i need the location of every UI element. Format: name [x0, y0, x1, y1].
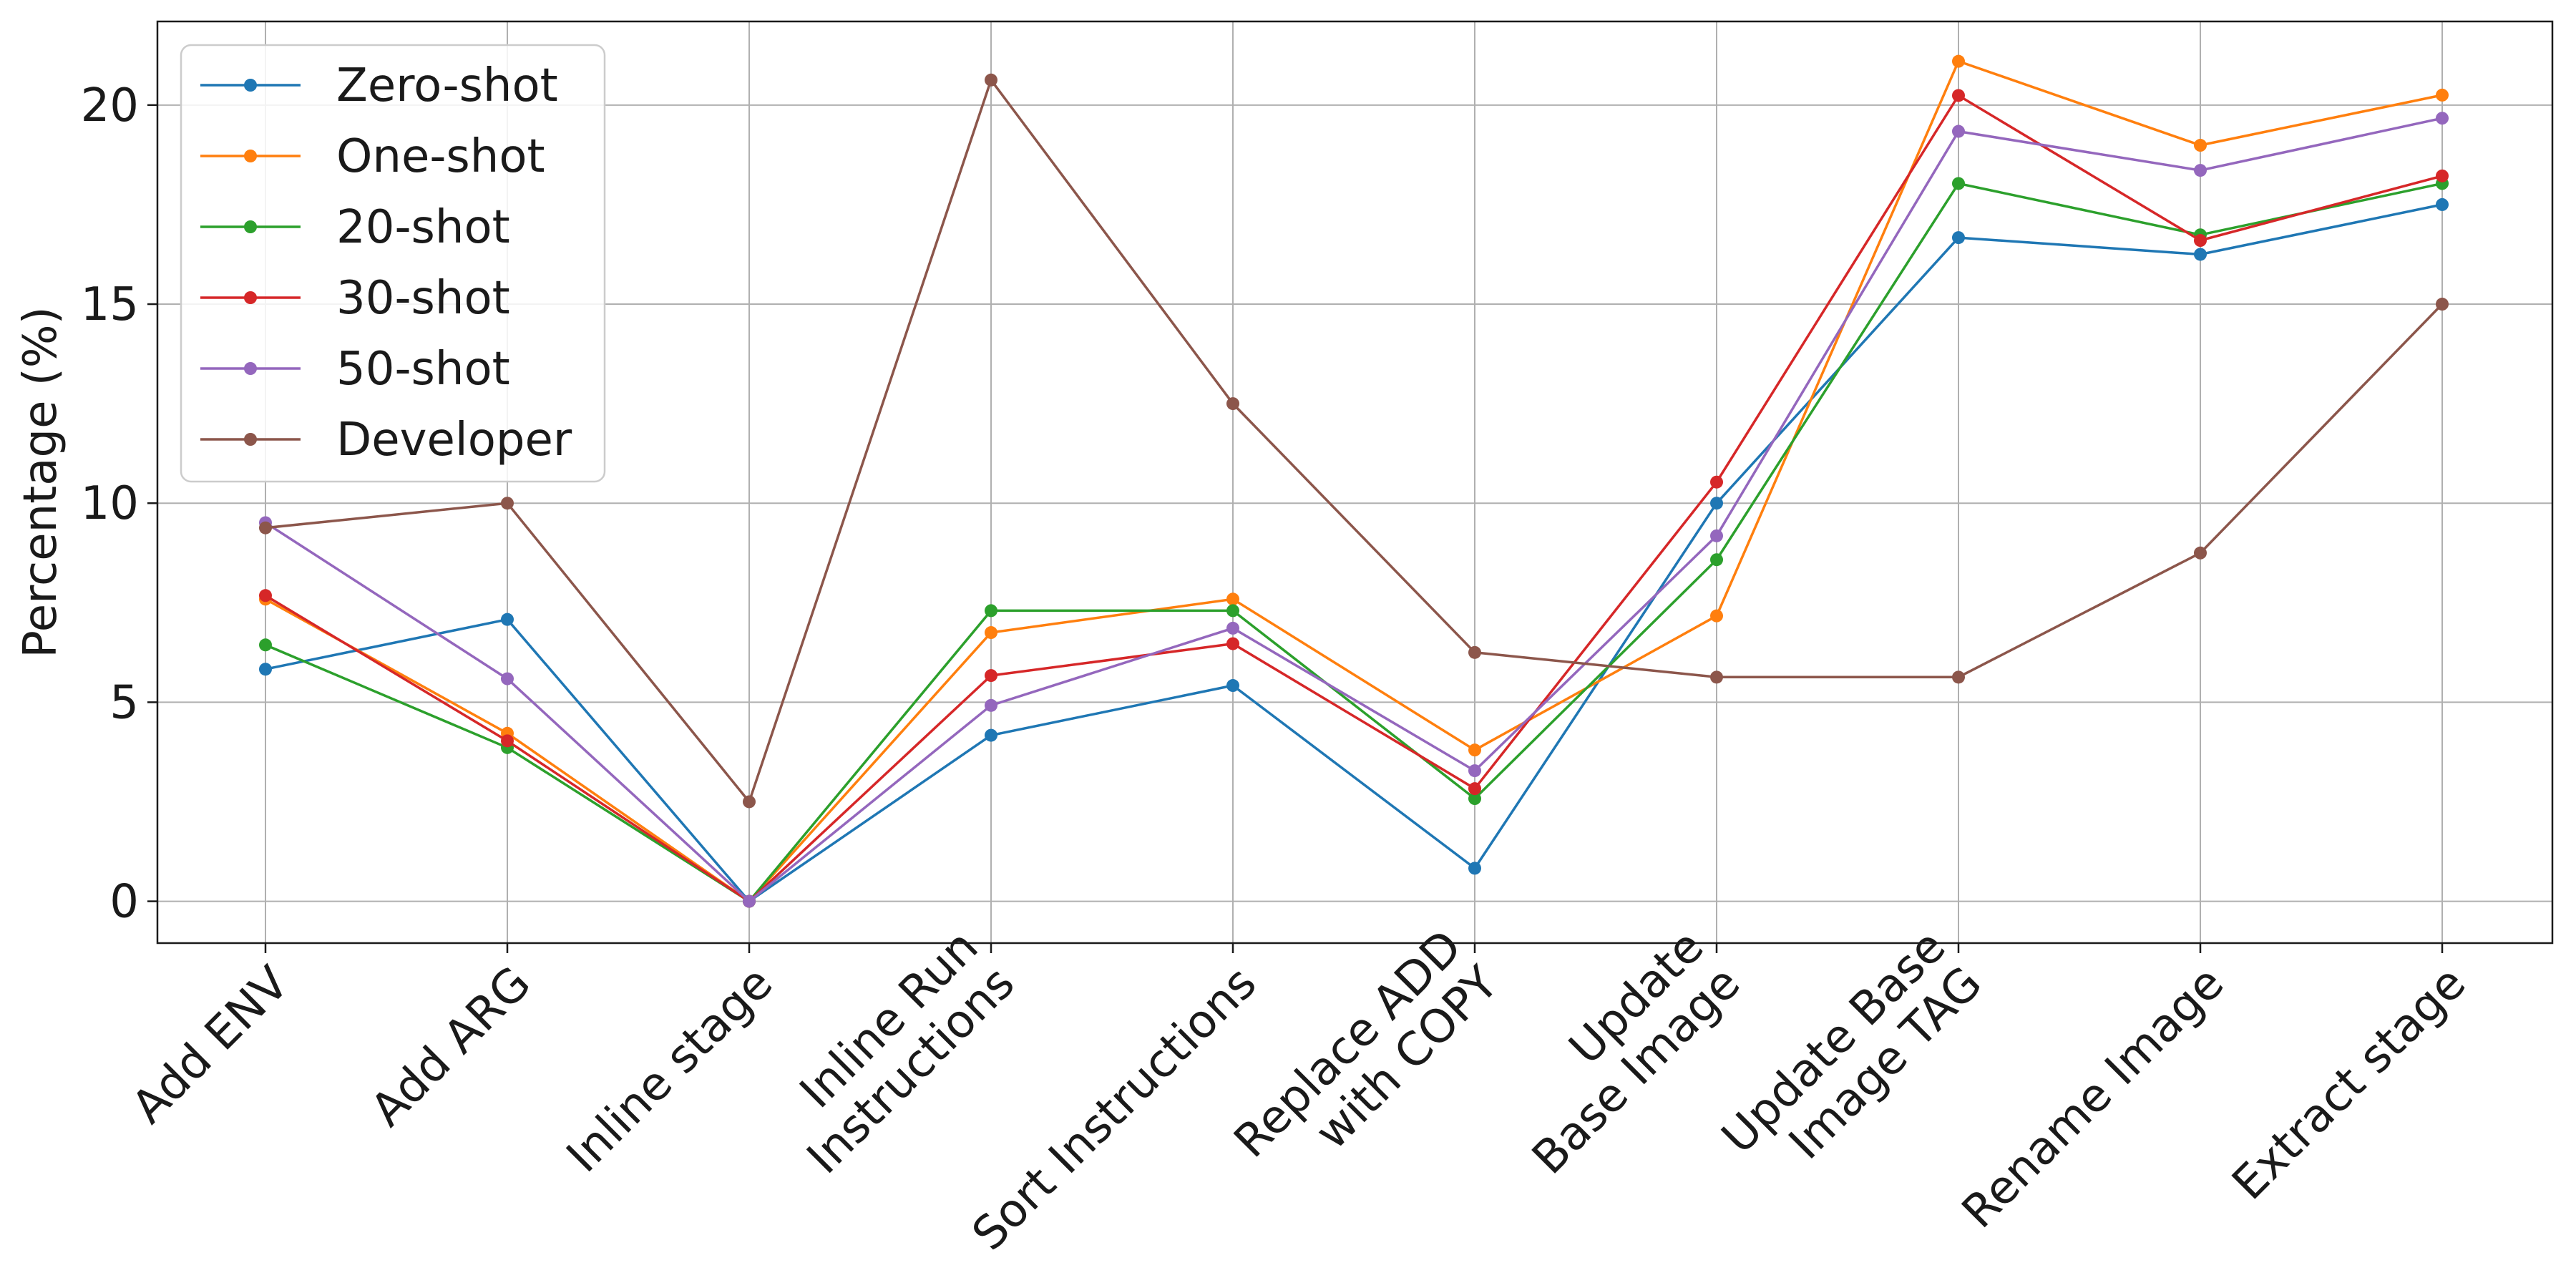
- legend-swatch-marker: [244, 433, 257, 446]
- data-point-one-shot: [1952, 54, 1965, 68]
- data-point-20-shot: [1710, 553, 1723, 567]
- series-line-20-shot: [265, 182, 2443, 903]
- legend: Zero-shot One-shot 20-shot 30-shot 50-shot De…: [180, 44, 606, 483]
- legend-label: 20-shot: [336, 201, 510, 254]
- data-point-30-shot: [2436, 169, 2449, 182]
- legend-swatch-marker: [244, 362, 257, 375]
- data-point-30-shot: [1226, 637, 1239, 650]
- legend-item-zero-shot: Zero-shot: [200, 59, 558, 112]
- data-point-20-shot: [1226, 604, 1239, 618]
- data-point-one-shot: [1710, 609, 1723, 623]
- data-point-developer: [743, 795, 756, 809]
- legend-box: [180, 44, 606, 483]
- data-point-20-shot: [985, 604, 997, 618]
- data-point-30-shot: [501, 734, 514, 748]
- legend-item-developer: Developer: [200, 414, 572, 467]
- series-line-50-shot: [265, 117, 2443, 903]
- data-point-developer: [1468, 645, 1481, 659]
- data-point-20-shot: [1952, 177, 1965, 190]
- series-50-shot: [259, 112, 2449, 908]
- legend-label: Zero-shot: [336, 59, 558, 112]
- data-point-developer: [2194, 546, 2207, 560]
- data-point-one-shot: [985, 626, 997, 640]
- data-point-50-shot: [985, 698, 997, 712]
- data-point-50-shot: [1710, 529, 1723, 542]
- data-point-one-shot: [2436, 88, 2449, 102]
- data-point-50-shot: [501, 672, 514, 686]
- data-point-50-shot: [2436, 112, 2449, 125]
- data-point-zero-shot: [2436, 197, 2449, 211]
- legend-label: 30-shot: [336, 272, 510, 325]
- legend-swatch-marker: [244, 291, 257, 304]
- legend-item-50-shot: 50-shot: [200, 343, 510, 396]
- data-point-30-shot: [259, 589, 272, 602]
- data-point-one-shot: [2194, 139, 2207, 152]
- data-point-20-shot: [1468, 792, 1481, 806]
- series-line-zero-shot: [265, 203, 2443, 903]
- data-point-developer: [1710, 670, 1723, 684]
- series-developer: [259, 73, 2449, 809]
- legend-swatch-marker: [244, 79, 257, 92]
- data-point-30-shot: [1468, 782, 1481, 796]
- data-point-30-shot: [1710, 475, 1723, 489]
- series-line-30-shot: [265, 94, 2443, 903]
- data-point-50-shot: [1226, 621, 1239, 635]
- data-point-zero-shot: [1226, 679, 1239, 693]
- legend-label: Developer: [336, 414, 572, 467]
- y-tick-label: 0: [109, 876, 139, 929]
- y-tick-label: 20: [81, 79, 139, 132]
- legend-item-one-shot: One-shot: [200, 130, 545, 183]
- data-point-50-shot: [2194, 164, 2207, 177]
- y-tick-label: 10: [81, 477, 139, 530]
- data-point-zero-shot: [1468, 862, 1481, 875]
- y-axis-label: Percentage (%): [14, 306, 67, 658]
- data-point-50-shot: [1468, 764, 1481, 778]
- data-point-50-shot: [743, 894, 756, 908]
- data-point-50-shot: [1952, 125, 1965, 138]
- legend-item-30-shot: 30-shot: [200, 272, 510, 325]
- series-line-one-shot: [265, 59, 2443, 903]
- data-point-20-shot: [259, 638, 272, 652]
- legend-swatch-marker: [244, 220, 257, 233]
- data-point-developer: [2436, 298, 2449, 311]
- data-point-developer: [985, 73, 997, 87]
- data-point-zero-shot: [2194, 248, 2207, 261]
- data-point-developer: [1952, 670, 1965, 684]
- data-point-developer: [501, 497, 514, 510]
- legend-label: 50-shot: [336, 343, 510, 396]
- data-point-developer: [1226, 397, 1239, 411]
- data-point-30-shot: [985, 669, 997, 683]
- data-point-zero-shot: [501, 613, 514, 626]
- plot-frame: [156, 20, 2554, 945]
- data-point-one-shot: [1226, 592, 1239, 606]
- legend-label: One-shot: [336, 130, 545, 183]
- legend-item-20-shot: 20-shot: [200, 201, 510, 254]
- series-lines: [259, 54, 2449, 908]
- data-point-zero-shot: [259, 663, 272, 676]
- data-point-30-shot: [2194, 234, 2207, 248]
- y-tick-label: 15: [81, 278, 139, 331]
- data-point-developer: [259, 521, 272, 535]
- data-point-one-shot: [1468, 743, 1481, 757]
- legend-swatch-marker: [244, 150, 257, 162]
- data-point-zero-shot: [1710, 497, 1723, 510]
- data-point-zero-shot: [985, 728, 997, 742]
- series-line-developer: [265, 79, 2444, 804]
- y-tick-label: 5: [109, 676, 139, 729]
- data-point-zero-shot: [1952, 231, 1965, 245]
- data-point-30-shot: [1952, 89, 1965, 102]
